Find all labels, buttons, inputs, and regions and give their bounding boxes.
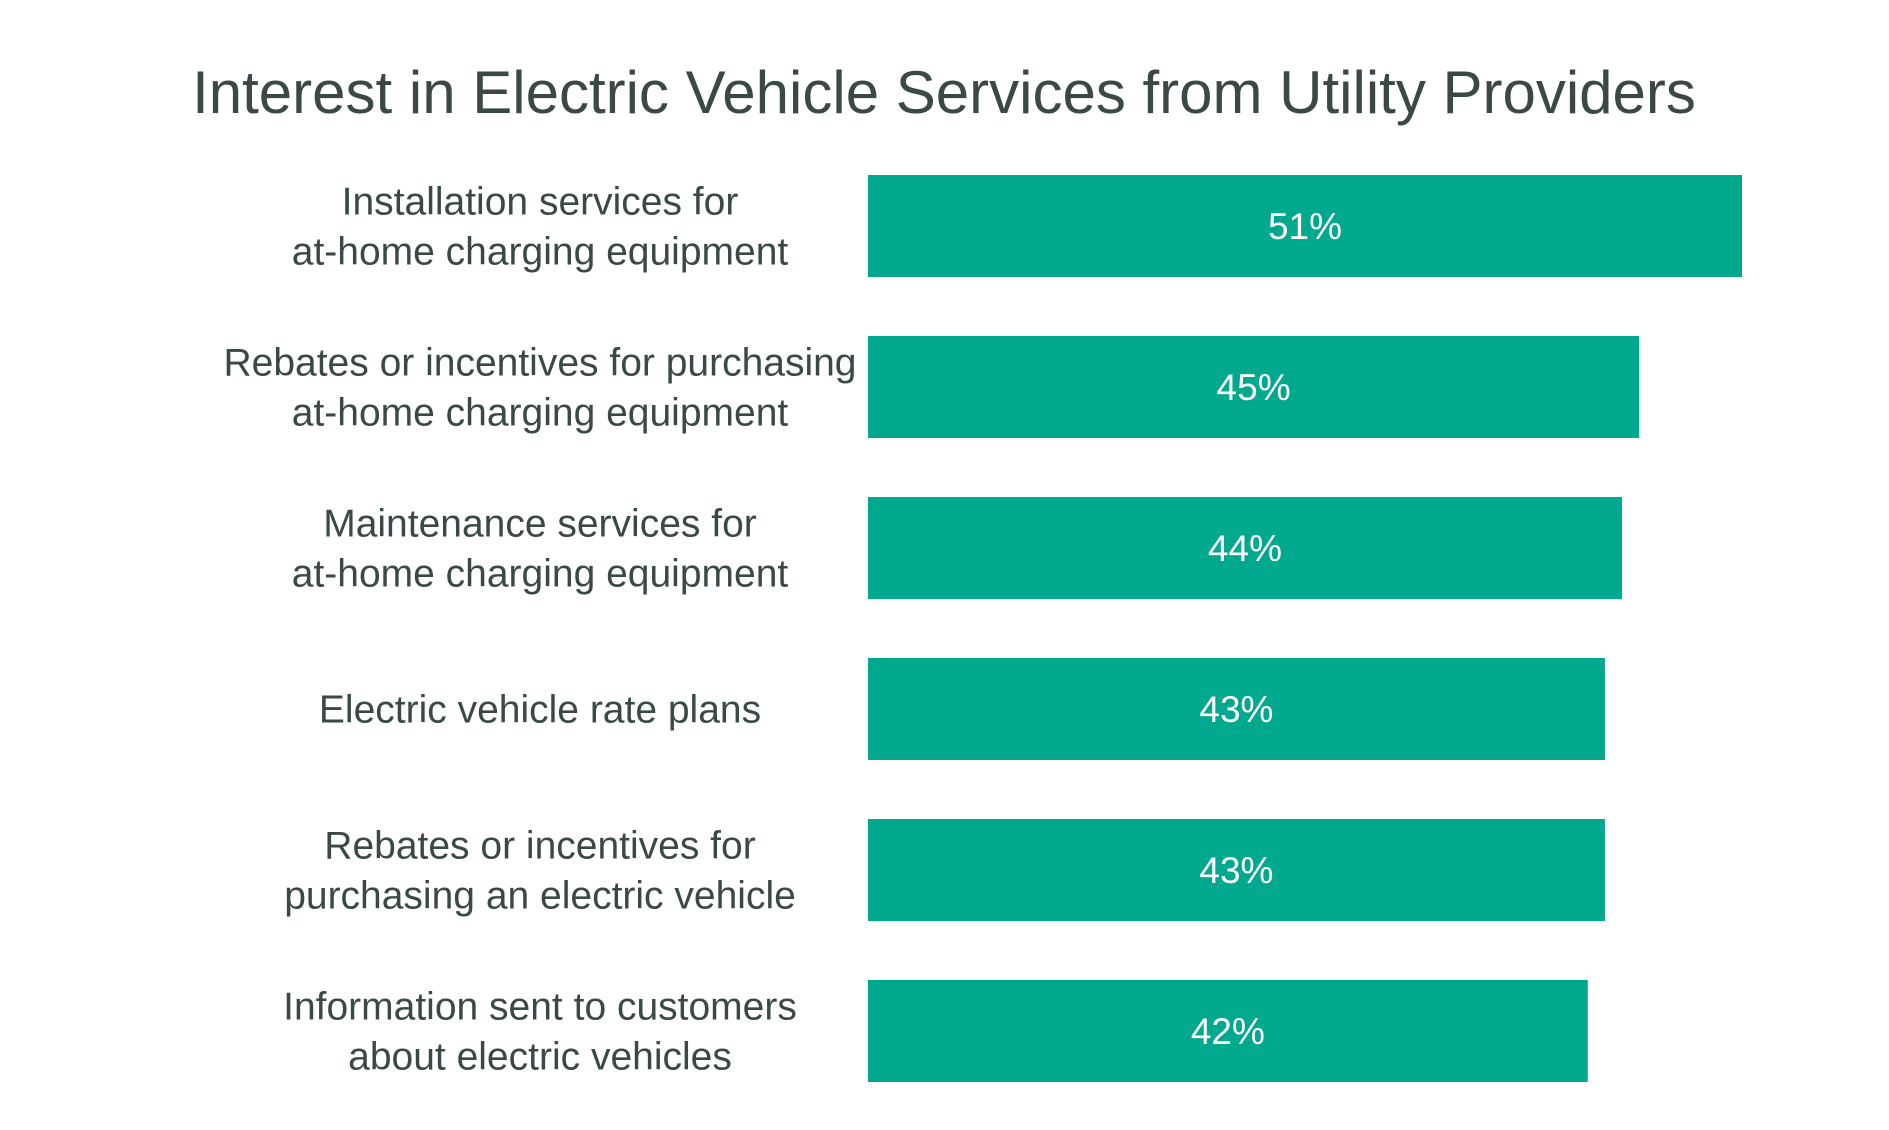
bar (868, 336, 1640, 438)
bar-row: 51% Installation services for at-home char… (292, 175, 1742, 277)
category-label-line: at-home charging equipment (292, 553, 789, 596)
bar-row: 43% Electric vehicle rate plans (319, 658, 1605, 760)
category-label: Maintenance services for at-home charging… (292, 503, 789, 596)
bar-value-label: 45% (1217, 367, 1291, 408)
bar (868, 175, 1742, 277)
category-label: Rebates or incentives for purchasing at-h… (223, 342, 856, 435)
category-label-line: purchasing an electric vehicle (284, 875, 796, 918)
bar-row: 42% Information sent to customers about el… (283, 980, 1588, 1082)
category-label: Electric vehicle rate plans (319, 689, 761, 732)
bar-value-label: 43% (1199, 850, 1273, 891)
category-label-line: at-home charging equipment (292, 392, 789, 435)
category-label-line: Maintenance services for (323, 503, 757, 546)
category-label: Installation services for at-home chargin… (292, 181, 789, 274)
category-label-line: Rebates or incentives for purchasing (223, 342, 856, 385)
category-label: Rebates or incentives for purchasing an e… (284, 825, 796, 918)
category-label-line: Rebates or incentives for (324, 825, 755, 868)
bars-layer: 51% Installation services for at-home char… (223, 175, 1742, 1082)
category-label: Information sent to customers about elect… (283, 986, 797, 1079)
bar-row: 43% Rebates or incentives for purchasing a… (284, 819, 1605, 921)
bar-value-label: 44% (1208, 528, 1282, 569)
bar-value-label: 51% (1268, 206, 1342, 247)
bar-value-label: 42% (1191, 1011, 1265, 1052)
category-label-line: at-home charging equipment (292, 231, 789, 274)
category-label-line: Installation services for (342, 181, 739, 224)
category-label-line: about electric vehicles (348, 1036, 732, 1079)
category-label-line: Electric vehicle rate plans (319, 689, 761, 732)
category-label-line: Information sent to customers (283, 986, 797, 1029)
bar (868, 819, 1605, 921)
chart-title: Interest in Electric Vehicle Services fr… (192, 59, 1696, 126)
bar (868, 980, 1588, 1082)
bar-row: 45% Rebates or incentives for purchasing a… (223, 336, 1640, 438)
bar (868, 658, 1605, 760)
bar-value-label: 43% (1199, 689, 1273, 730)
bar (868, 497, 1623, 599)
bar-row: 44% Maintenance services for at-home charg… (292, 497, 1623, 599)
